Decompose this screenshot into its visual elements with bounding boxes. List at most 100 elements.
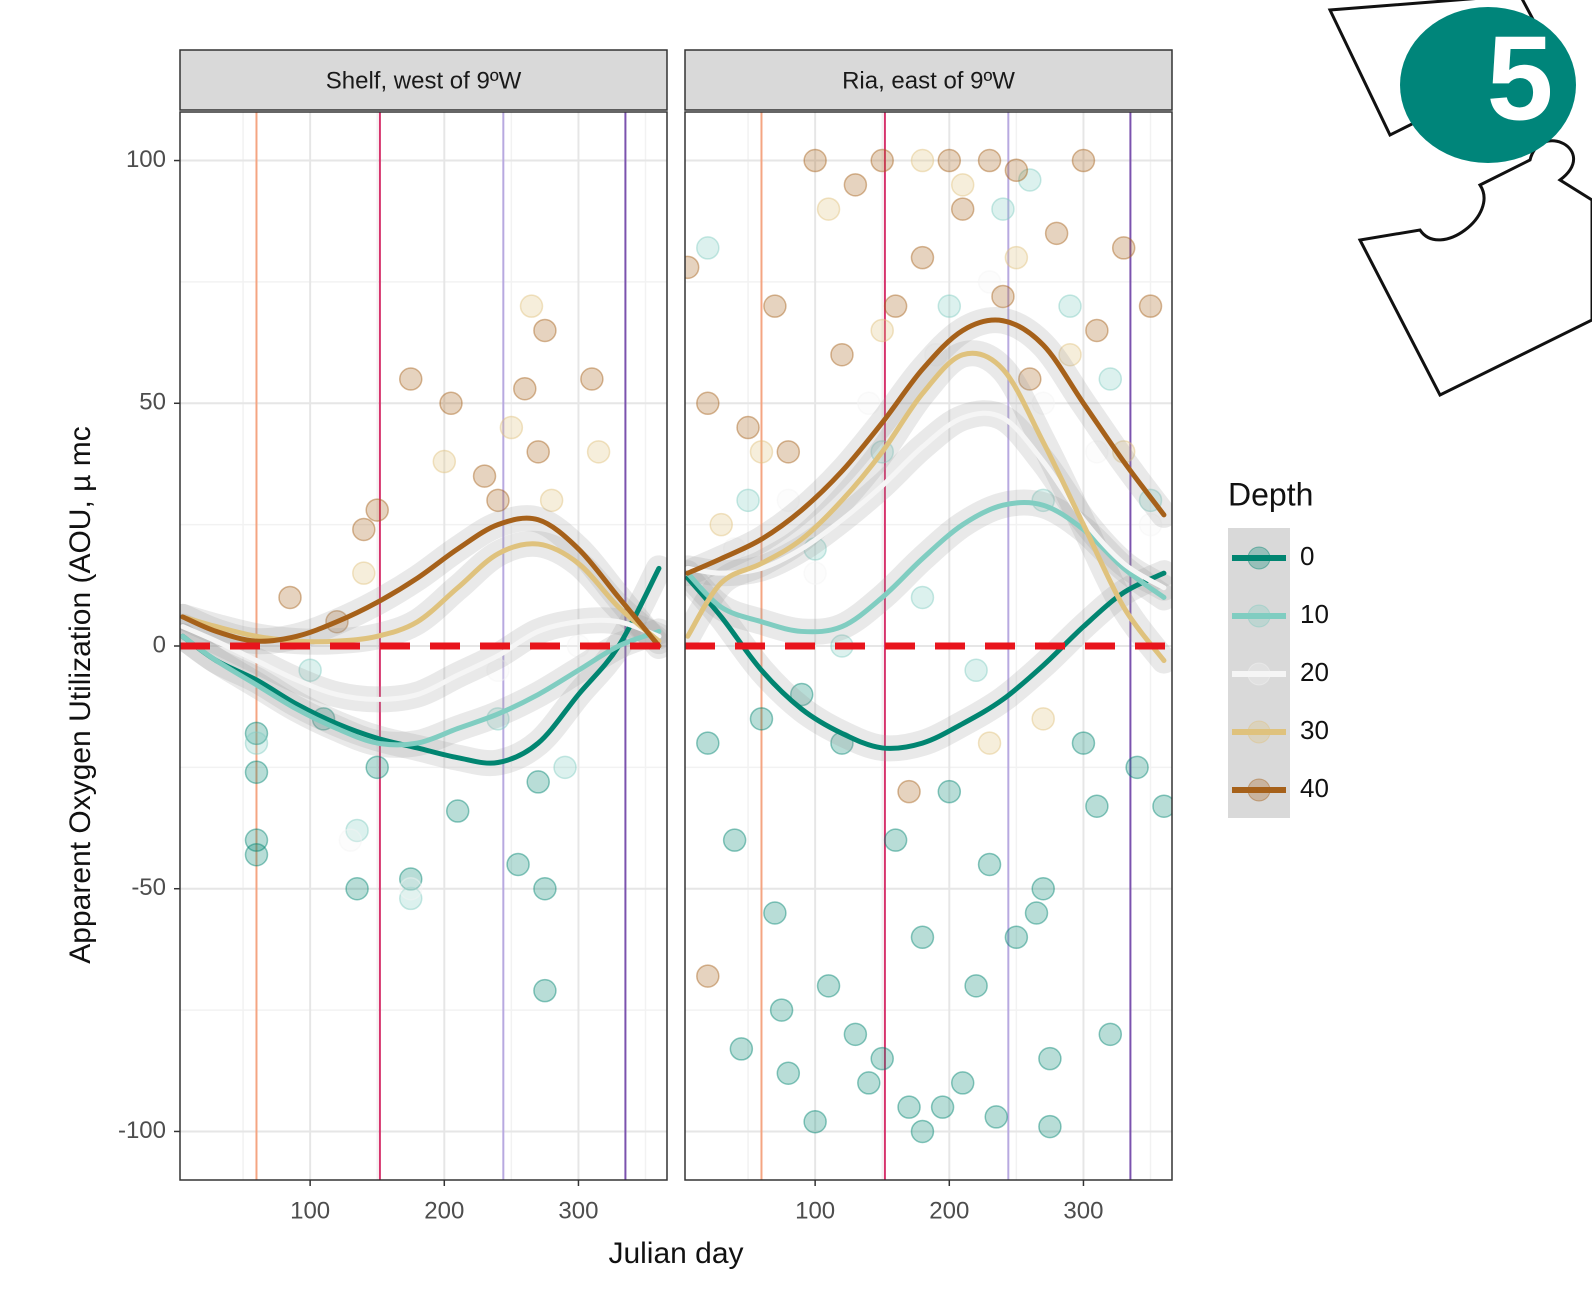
data-point <box>737 489 759 511</box>
data-point <box>911 247 933 269</box>
data-point <box>1046 222 1068 244</box>
x-tick-label: 300 <box>558 1197 598 1224</box>
data-point <box>938 150 960 172</box>
data-point <box>750 441 772 463</box>
data-point <box>339 829 361 851</box>
y-tick-label: 0 <box>153 631 166 658</box>
data-point <box>514 378 536 400</box>
data-point <box>697 392 719 414</box>
data-point <box>697 965 719 987</box>
legend-label: 0 <box>1300 541 1314 571</box>
data-point <box>764 295 786 317</box>
data-point <box>279 586 301 608</box>
data-point <box>1072 150 1094 172</box>
data-point <box>844 174 866 196</box>
data-point <box>440 392 462 414</box>
data-point <box>858 1072 880 1094</box>
data-point <box>952 174 974 196</box>
data-point <box>697 237 719 259</box>
data-point <box>965 659 987 681</box>
data-point <box>871 150 893 172</box>
data-point <box>1072 732 1094 754</box>
data-point <box>871 319 893 341</box>
data-point <box>400 878 422 900</box>
data-point <box>588 441 610 463</box>
data-point <box>992 285 1014 307</box>
data-point <box>447 800 469 822</box>
x-tick-label: 200 <box>929 1197 969 1224</box>
data-point <box>804 562 826 584</box>
data-point <box>527 441 549 463</box>
data-point <box>1039 1116 1061 1138</box>
data-point <box>885 295 907 317</box>
data-point <box>885 829 907 851</box>
data-point <box>818 975 840 997</box>
data-point <box>366 756 388 778</box>
data-point <box>697 732 719 754</box>
data-point <box>1039 1048 1061 1070</box>
data-point <box>898 1096 920 1118</box>
data-point <box>804 150 826 172</box>
data-point <box>1032 878 1054 900</box>
plot-area <box>677 112 1175 1180</box>
data-point <box>938 295 960 317</box>
data-point <box>346 878 368 900</box>
data-point <box>911 926 933 948</box>
data-point <box>534 319 556 341</box>
data-point <box>804 1111 826 1133</box>
data-point <box>730 1038 752 1060</box>
data-point <box>554 756 576 778</box>
legend-label: 20 <box>1300 657 1329 687</box>
data-point <box>831 344 853 366</box>
data-point <box>965 975 987 997</box>
facet-title: Shelf, west of 9ºW <box>326 67 522 94</box>
data-point <box>911 586 933 608</box>
y-tick-label: -50 <box>131 874 166 901</box>
data-point <box>818 198 840 220</box>
data-point <box>400 368 422 390</box>
data-point <box>979 853 1001 875</box>
data-point <box>1140 295 1162 317</box>
data-point <box>952 1072 974 1094</box>
data-point <box>527 771 549 793</box>
data-point <box>474 465 496 487</box>
data-point <box>353 562 375 584</box>
data-point <box>844 1023 866 1045</box>
data-point <box>898 781 920 803</box>
data-point <box>677 256 699 278</box>
data-point <box>1099 1023 1121 1045</box>
page: {"shared": {"x_label": "Julian day", "y_… <box>0 0 1592 1291</box>
data-point <box>1086 319 1108 341</box>
data-point <box>871 1048 893 1070</box>
data-point <box>433 451 455 473</box>
plot-area <box>180 112 667 1180</box>
data-point <box>932 1096 954 1118</box>
data-point <box>487 489 509 511</box>
x-axis-label: Julian day <box>608 1237 743 1270</box>
data-point <box>979 732 1001 754</box>
data-point <box>985 1106 1007 1128</box>
legend-label: 30 <box>1300 715 1329 745</box>
data-point <box>979 150 1001 172</box>
data-point <box>1113 237 1135 259</box>
puzzle-piece <box>1360 141 1592 395</box>
data-point <box>911 150 933 172</box>
data-point <box>500 417 522 439</box>
y-tick-label: 100 <box>126 146 166 173</box>
x-tick-label: 100 <box>290 1197 330 1224</box>
data-point <box>1025 902 1047 924</box>
data-point <box>710 514 732 536</box>
data-point <box>534 878 556 900</box>
data-point <box>952 198 974 220</box>
data-point <box>507 853 529 875</box>
data-point <box>366 499 388 521</box>
data-point <box>724 829 746 851</box>
x-tick-label: 200 <box>424 1197 464 1224</box>
data-point <box>353 518 375 540</box>
data-point <box>1099 368 1121 390</box>
y-tick-label: 50 <box>139 389 166 416</box>
data-point <box>581 368 603 390</box>
data-point <box>992 198 1014 220</box>
data-point <box>245 761 267 783</box>
data-point <box>737 417 759 439</box>
